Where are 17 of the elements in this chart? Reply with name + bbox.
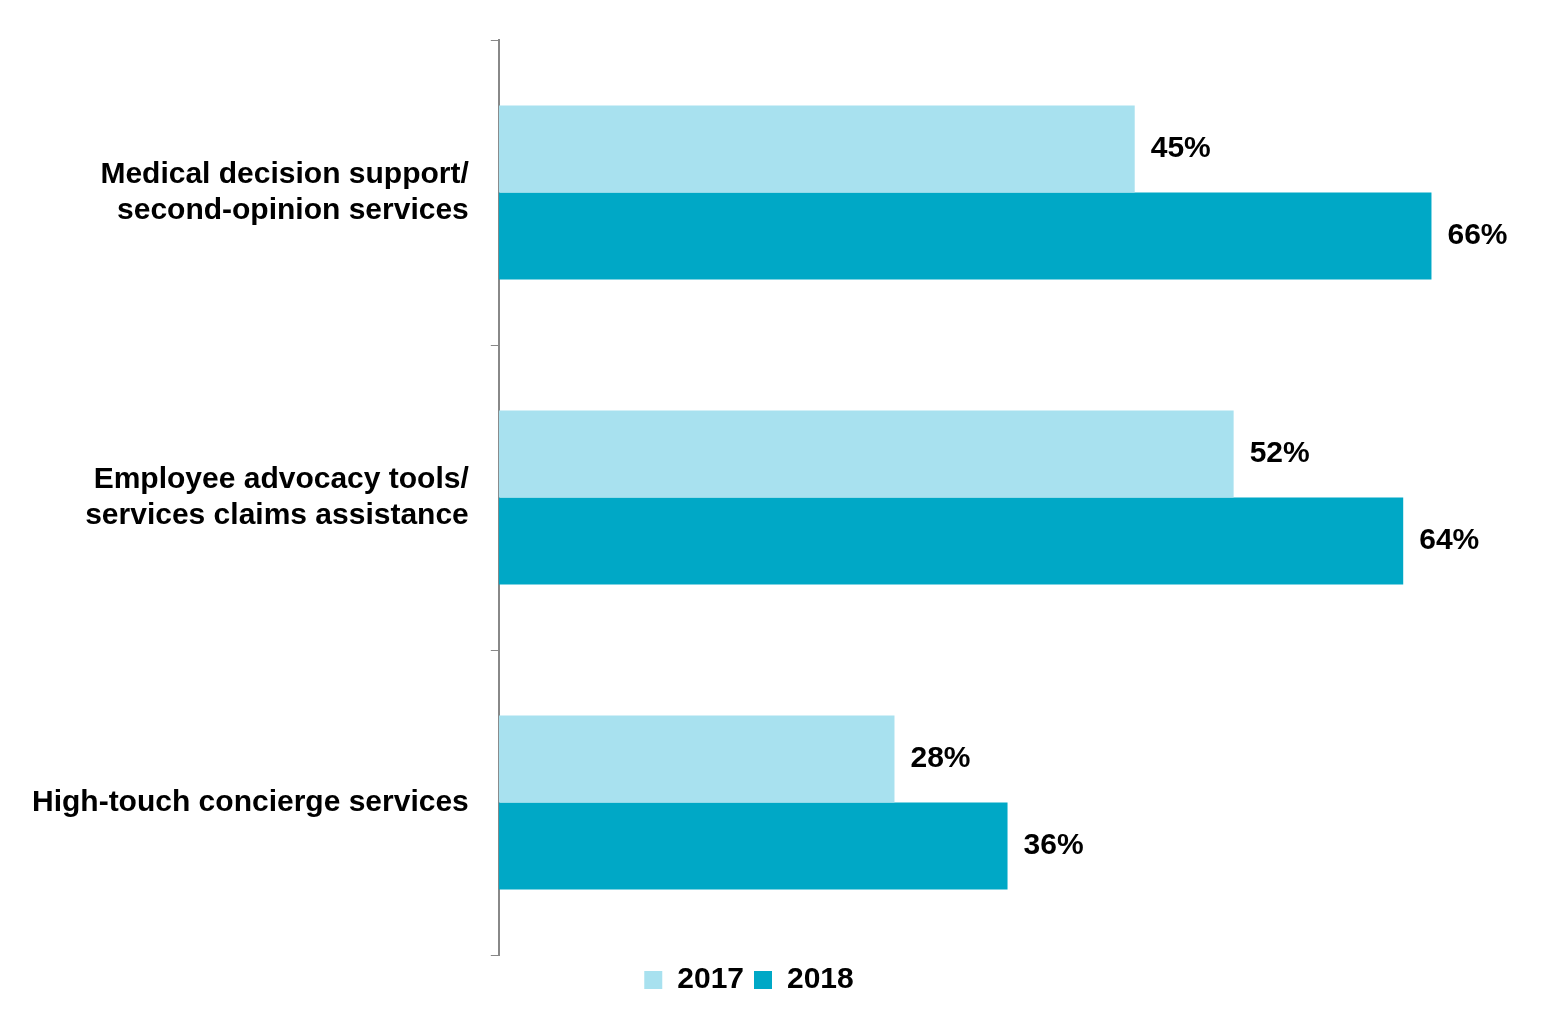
bar	[498, 715, 895, 803]
bar	[498, 105, 1135, 193]
bar	[498, 802, 1008, 890]
bar	[498, 497, 1404, 585]
data-label: 36%	[1023, 827, 1084, 861]
y-tick-label: Medical decision support/ second-opinion services	[100, 155, 470, 225]
bar	[498, 192, 1432, 280]
data-label: 28%	[910, 740, 971, 774]
data-label: 52%	[1249, 435, 1310, 469]
y-tick-label: High-touch concierge services	[31, 783, 469, 817]
y-tick-label: Employee advocacy tools/ services claims assistance	[85, 460, 470, 530]
legend-label: 2017	[677, 961, 745, 995]
data-label: 66%	[1447, 217, 1508, 251]
data-label: 45%	[1150, 130, 1211, 164]
data-label: 64%	[1419, 522, 1480, 556]
legend-label: 2018	[787, 961, 854, 995]
bar	[498, 410, 1234, 498]
